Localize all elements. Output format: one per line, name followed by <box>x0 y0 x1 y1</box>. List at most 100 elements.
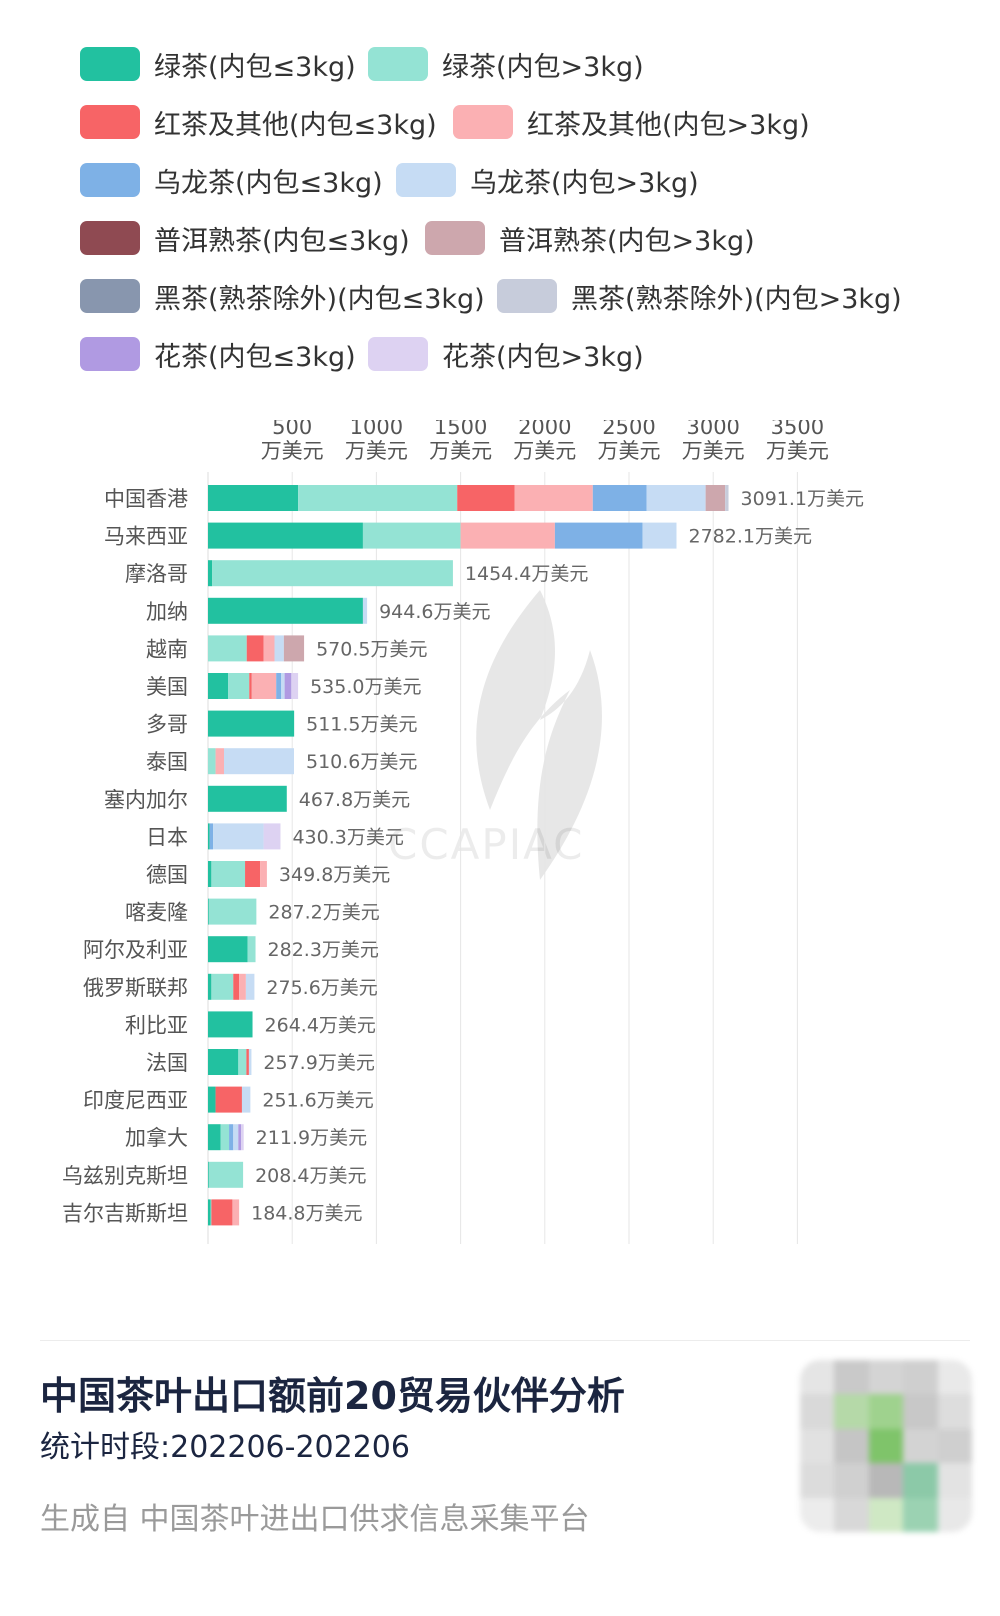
legend-swatch <box>368 337 428 371</box>
legend-swatch <box>80 105 140 139</box>
legend-item[interactable]: 乌龙茶(内包>3kg) <box>396 160 699 200</box>
bar-chart: 500万美元1000万美元1500万美元2000万美元2500万美元3000万美… <box>62 420 864 1244</box>
legend: 绿茶(内包≤3kg) 绿茶(内包>3kg) 红茶及其他(内包≤3kg) 红茶及其他(内… <box>80 44 980 392</box>
legend-swatch <box>80 47 140 81</box>
category-label: 印度尼西亚 <box>83 1089 188 1113</box>
bar-segment <box>210 1199 212 1226</box>
bar-segment <box>212 560 453 587</box>
data-label: 211.9万美元 <box>256 1127 367 1149</box>
legend-item[interactable]: 黑茶(熟茶除外)(内包>3kg) <box>497 276 902 316</box>
bar-segment <box>284 673 292 699</box>
legend-item[interactable]: 花茶(内包≤3kg) <box>80 334 356 374</box>
data-label: 510.6万美元 <box>306 751 417 773</box>
bar-segment <box>362 522 461 549</box>
category-label: 加拿大 <box>125 1126 188 1150</box>
watermark-logo-icon <box>476 590 602 880</box>
category-label: 德国 <box>146 863 188 887</box>
legend-item[interactable]: 黑茶(熟茶除外)(内包≤3kg) <box>80 276 485 316</box>
legend-row: 乌龙茶(内包≤3kg) 乌龙茶(内包>3kg) <box>80 160 980 218</box>
qr-cell <box>937 1428 972 1464</box>
x-tick-label: 1500 <box>434 420 487 439</box>
legend-label: 花茶(内包≤3kg) <box>154 341 356 373</box>
legend-label: 普洱熟茶(内包≤3kg) <box>154 225 410 257</box>
watermark-text: CCAPIAC <box>388 820 585 869</box>
bar-segment <box>298 485 458 511</box>
qr-cell <box>834 1394 869 1429</box>
bar-segment <box>211 861 246 887</box>
legend-item[interactable]: 绿茶(内包>3kg) <box>368 44 644 84</box>
bar-segment <box>239 973 246 1000</box>
bar-segment <box>362 597 368 624</box>
data-label: 282.3万美元 <box>268 939 379 961</box>
bar-segment <box>457 485 515 511</box>
bar-segment <box>215 1086 242 1113</box>
bar-segment <box>283 635 305 662</box>
bar-segment <box>592 485 647 511</box>
bar-segment <box>281 673 285 699</box>
legend-swatch <box>80 279 140 313</box>
data-label: 275.6万美元 <box>266 977 377 999</box>
qr-cell <box>800 1360 835 1395</box>
legend-item[interactable]: 乌龙茶(内包≤3kg) <box>80 160 383 200</box>
bar-segment <box>291 673 299 699</box>
bar-segment <box>208 898 209 925</box>
legend-item[interactable]: 红茶及其他(内包>3kg) <box>453 102 810 142</box>
bar-segment <box>208 861 212 887</box>
legend-item[interactable]: 绿茶(内包≤3kg) <box>80 44 356 84</box>
bar-segment <box>211 973 234 1000</box>
bar-segment <box>241 1124 244 1151</box>
x-tick-unit: 万美元 <box>513 439 576 463</box>
data-label: 430.3万美元 <box>292 826 403 848</box>
x-tick-label: 2500 <box>602 420 655 439</box>
x-tick-label: 2000 <box>518 420 571 439</box>
bar-segment <box>211 1199 233 1226</box>
bar-segment <box>245 861 261 887</box>
bar-segment <box>208 522 363 549</box>
qr-cell <box>868 1360 904 1395</box>
qr-cell <box>868 1428 904 1464</box>
legend-item[interactable]: 花茶(内包>3kg) <box>368 334 644 374</box>
qr-cell <box>800 1428 835 1464</box>
legend-item[interactable]: 红茶及其他(内包≤3kg) <box>80 102 437 142</box>
bar-segment <box>232 1199 240 1226</box>
category-label: 日本 <box>146 825 188 849</box>
category-label: 俄罗斯联邦 <box>83 976 188 1000</box>
bar-segment <box>233 1124 239 1151</box>
bar-segment <box>460 522 555 549</box>
qr-cell <box>800 1497 835 1532</box>
category-label: 乌兹别克斯坦 <box>62 1164 188 1188</box>
data-label: 257.9万美元 <box>263 1052 374 1074</box>
qr-cell <box>937 1497 972 1532</box>
bar-segment <box>251 673 277 699</box>
bar-segment <box>249 673 252 699</box>
legend-swatch <box>80 337 140 371</box>
legend-row: 红茶及其他(内包≤3kg) 红茶及其他(内包>3kg) <box>80 102 980 160</box>
qr-code-icon[interactable] <box>800 1360 972 1532</box>
category-label: 多哥 <box>146 713 188 737</box>
bar-segment <box>263 823 281 850</box>
bar-segment <box>554 522 643 549</box>
bar-segment <box>260 861 267 887</box>
qr-cell <box>937 1360 972 1395</box>
qr-cell <box>937 1394 972 1429</box>
data-label: 535.0万美元 <box>310 676 421 698</box>
x-tick-unit: 万美元 <box>682 439 745 463</box>
legend-item[interactable]: 普洱熟茶(内包>3kg) <box>425 218 755 258</box>
qr-cell <box>937 1463 972 1498</box>
legend-swatch <box>80 163 140 197</box>
legend-label: 黑茶(熟茶除外)(内包≤3kg) <box>154 283 485 315</box>
bar-segment <box>228 673 250 699</box>
bar-segment <box>209 823 214 850</box>
bar-segment <box>208 560 213 587</box>
bar-segment <box>247 936 256 963</box>
x-tick-label: 1000 <box>350 420 403 439</box>
bar-segment <box>208 1086 216 1113</box>
category-label: 加纳 <box>146 600 188 624</box>
x-tick-label: 3000 <box>686 420 739 439</box>
bar-segment <box>725 485 729 511</box>
data-label: 944.6万美元 <box>379 601 490 623</box>
legend-item[interactable]: 普洱熟茶(内包≤3kg) <box>80 218 410 258</box>
bar-segment <box>208 485 299 511</box>
bar-segment <box>208 785 287 812</box>
category-label: 吉尔吉斯斯坦 <box>62 1201 188 1225</box>
